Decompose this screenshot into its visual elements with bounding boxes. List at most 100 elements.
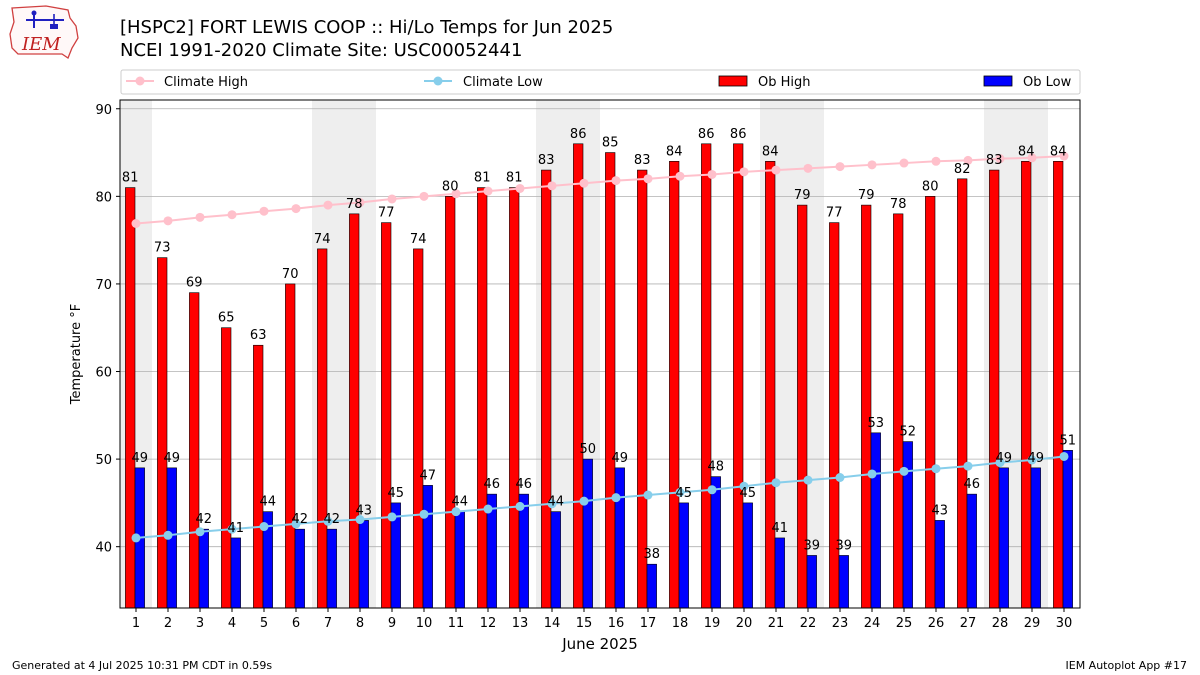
x-tick-label: 14 [544,616,561,631]
ob-high-value-label: 80 [442,179,459,194]
x-tick-label: 30 [1056,616,1073,631]
climate-high-point [131,218,141,228]
x-tick-label: 7 [324,616,332,631]
ob-high-value-label: 86 [570,127,587,142]
climate-low-point [259,522,269,532]
ob-low-value-label: 52 [900,425,917,440]
y-tick-label: 40 [95,541,112,556]
climate-low-point [579,496,589,506]
climate-high-point [835,162,845,172]
climate-high-point [963,155,973,165]
legend-swatch-ob-high [718,75,748,87]
ob-low-bar [1062,450,1073,609]
ob-high-value-label: 74 [314,232,331,247]
climate-low-point [1059,451,1069,461]
ob-low-bar [582,458,593,609]
ob-high-bar [989,169,1000,609]
ob-high-value-label: 84 [1018,144,1035,159]
ob-high-bar [477,187,488,609]
ob-low-value-label: 42 [292,512,309,527]
ob-high-value-label: 82 [954,162,971,177]
ob-low-value-label: 44 [548,495,565,510]
ob-low-bar [774,537,785,609]
climate-low-point [163,530,173,540]
climate-low-point [355,515,365,525]
climate-low-point [675,487,685,497]
ob-high-value-label: 80 [922,179,939,194]
climate-high-point [867,160,877,170]
ob-low-bar [678,502,689,609]
chart-title: [HSPC2] FORT LEWIS COOP :: Hi/Lo Temps f… [120,17,614,38]
ob-low-value-label: 46 [484,477,501,492]
climate-high-point [227,210,237,220]
legend-item-climate-high: Climate High [126,75,248,90]
ob-high-bar [125,187,136,609]
ob-low-bar [902,441,913,609]
x-tick-label: 21 [768,616,785,631]
ob-high-bar [349,213,360,609]
ob-high-bar [573,143,584,609]
climate-high-point [771,165,781,175]
legend-label-ob-high: Ob High [758,75,811,90]
ob-low-value-label: 44 [260,495,277,510]
climate-low-point [515,501,525,511]
ob-high-value-label: 73 [154,241,171,256]
ob-low-bar [518,493,529,609]
ob-high-bar [541,169,552,609]
y-tick-label: 70 [95,278,112,293]
x-tick-label: 17 [640,616,657,631]
x-tick-label: 9 [388,616,396,631]
ob-low-value-label: 41 [772,521,789,536]
climate-high-point [899,158,909,168]
legend-item-climate-low: Climate Low [424,75,543,90]
climate-high-point [515,183,525,193]
x-tick-label: 26 [928,616,945,631]
climate-high-point [323,200,333,210]
ob-low-bar [870,432,881,609]
climate-high-point [643,174,653,184]
ob-high-bar [221,327,232,609]
x-tick-label: 28 [992,616,1009,631]
climate-low-point [483,504,493,514]
ob-high-bar [381,222,392,609]
ob-high-value-label: 81 [474,171,491,186]
climate-high-point [387,194,397,204]
x-tick-label: 16 [608,616,625,631]
climate-low-point [419,509,429,519]
climate-low-point [803,475,813,485]
ob-low-bar [550,511,561,609]
climate-low-line [135,455,1065,539]
climate-low-point [323,516,333,526]
ob-high-value-label: 74 [410,232,427,247]
climate-low-point [611,493,621,503]
generated-timestamp: Generated at 4 Jul 2025 10:31 PM CDT in … [12,659,273,672]
x-tick-label: 13 [512,616,529,631]
climate-high-point [163,216,173,226]
climate-high-point [451,189,461,199]
climate-low-point [707,485,717,495]
ob-high-value-label: 86 [730,127,747,142]
climate-low-point [387,512,397,522]
ob-high-bar [317,248,328,609]
ob-high-value-label: 70 [282,267,299,282]
ob-high-value-label: 85 [602,136,619,151]
legend-label-climate-high: Climate High [164,75,248,90]
y-tick-label: 80 [95,190,112,205]
ob-low-bar [966,493,977,609]
ob-high-bar [861,204,872,609]
climate-high-point [483,186,493,196]
climate-high-line [135,155,1065,225]
ob-low-value-label: 49 [1028,451,1045,466]
ob-high-bar [413,248,424,609]
climate-low-point [963,461,973,471]
ob-high-value-label: 83 [986,153,1003,168]
x-tick-label: 29 [1024,616,1041,631]
ob-high-value-label: 81 [506,171,523,186]
ob-high-value-label: 79 [794,188,811,203]
ob-high-bar [285,283,296,609]
climate-high-point [611,176,621,186]
ob-high-bar [765,161,776,609]
ob-low-value-label: 49 [132,451,149,466]
ob-low-bar [614,467,625,609]
